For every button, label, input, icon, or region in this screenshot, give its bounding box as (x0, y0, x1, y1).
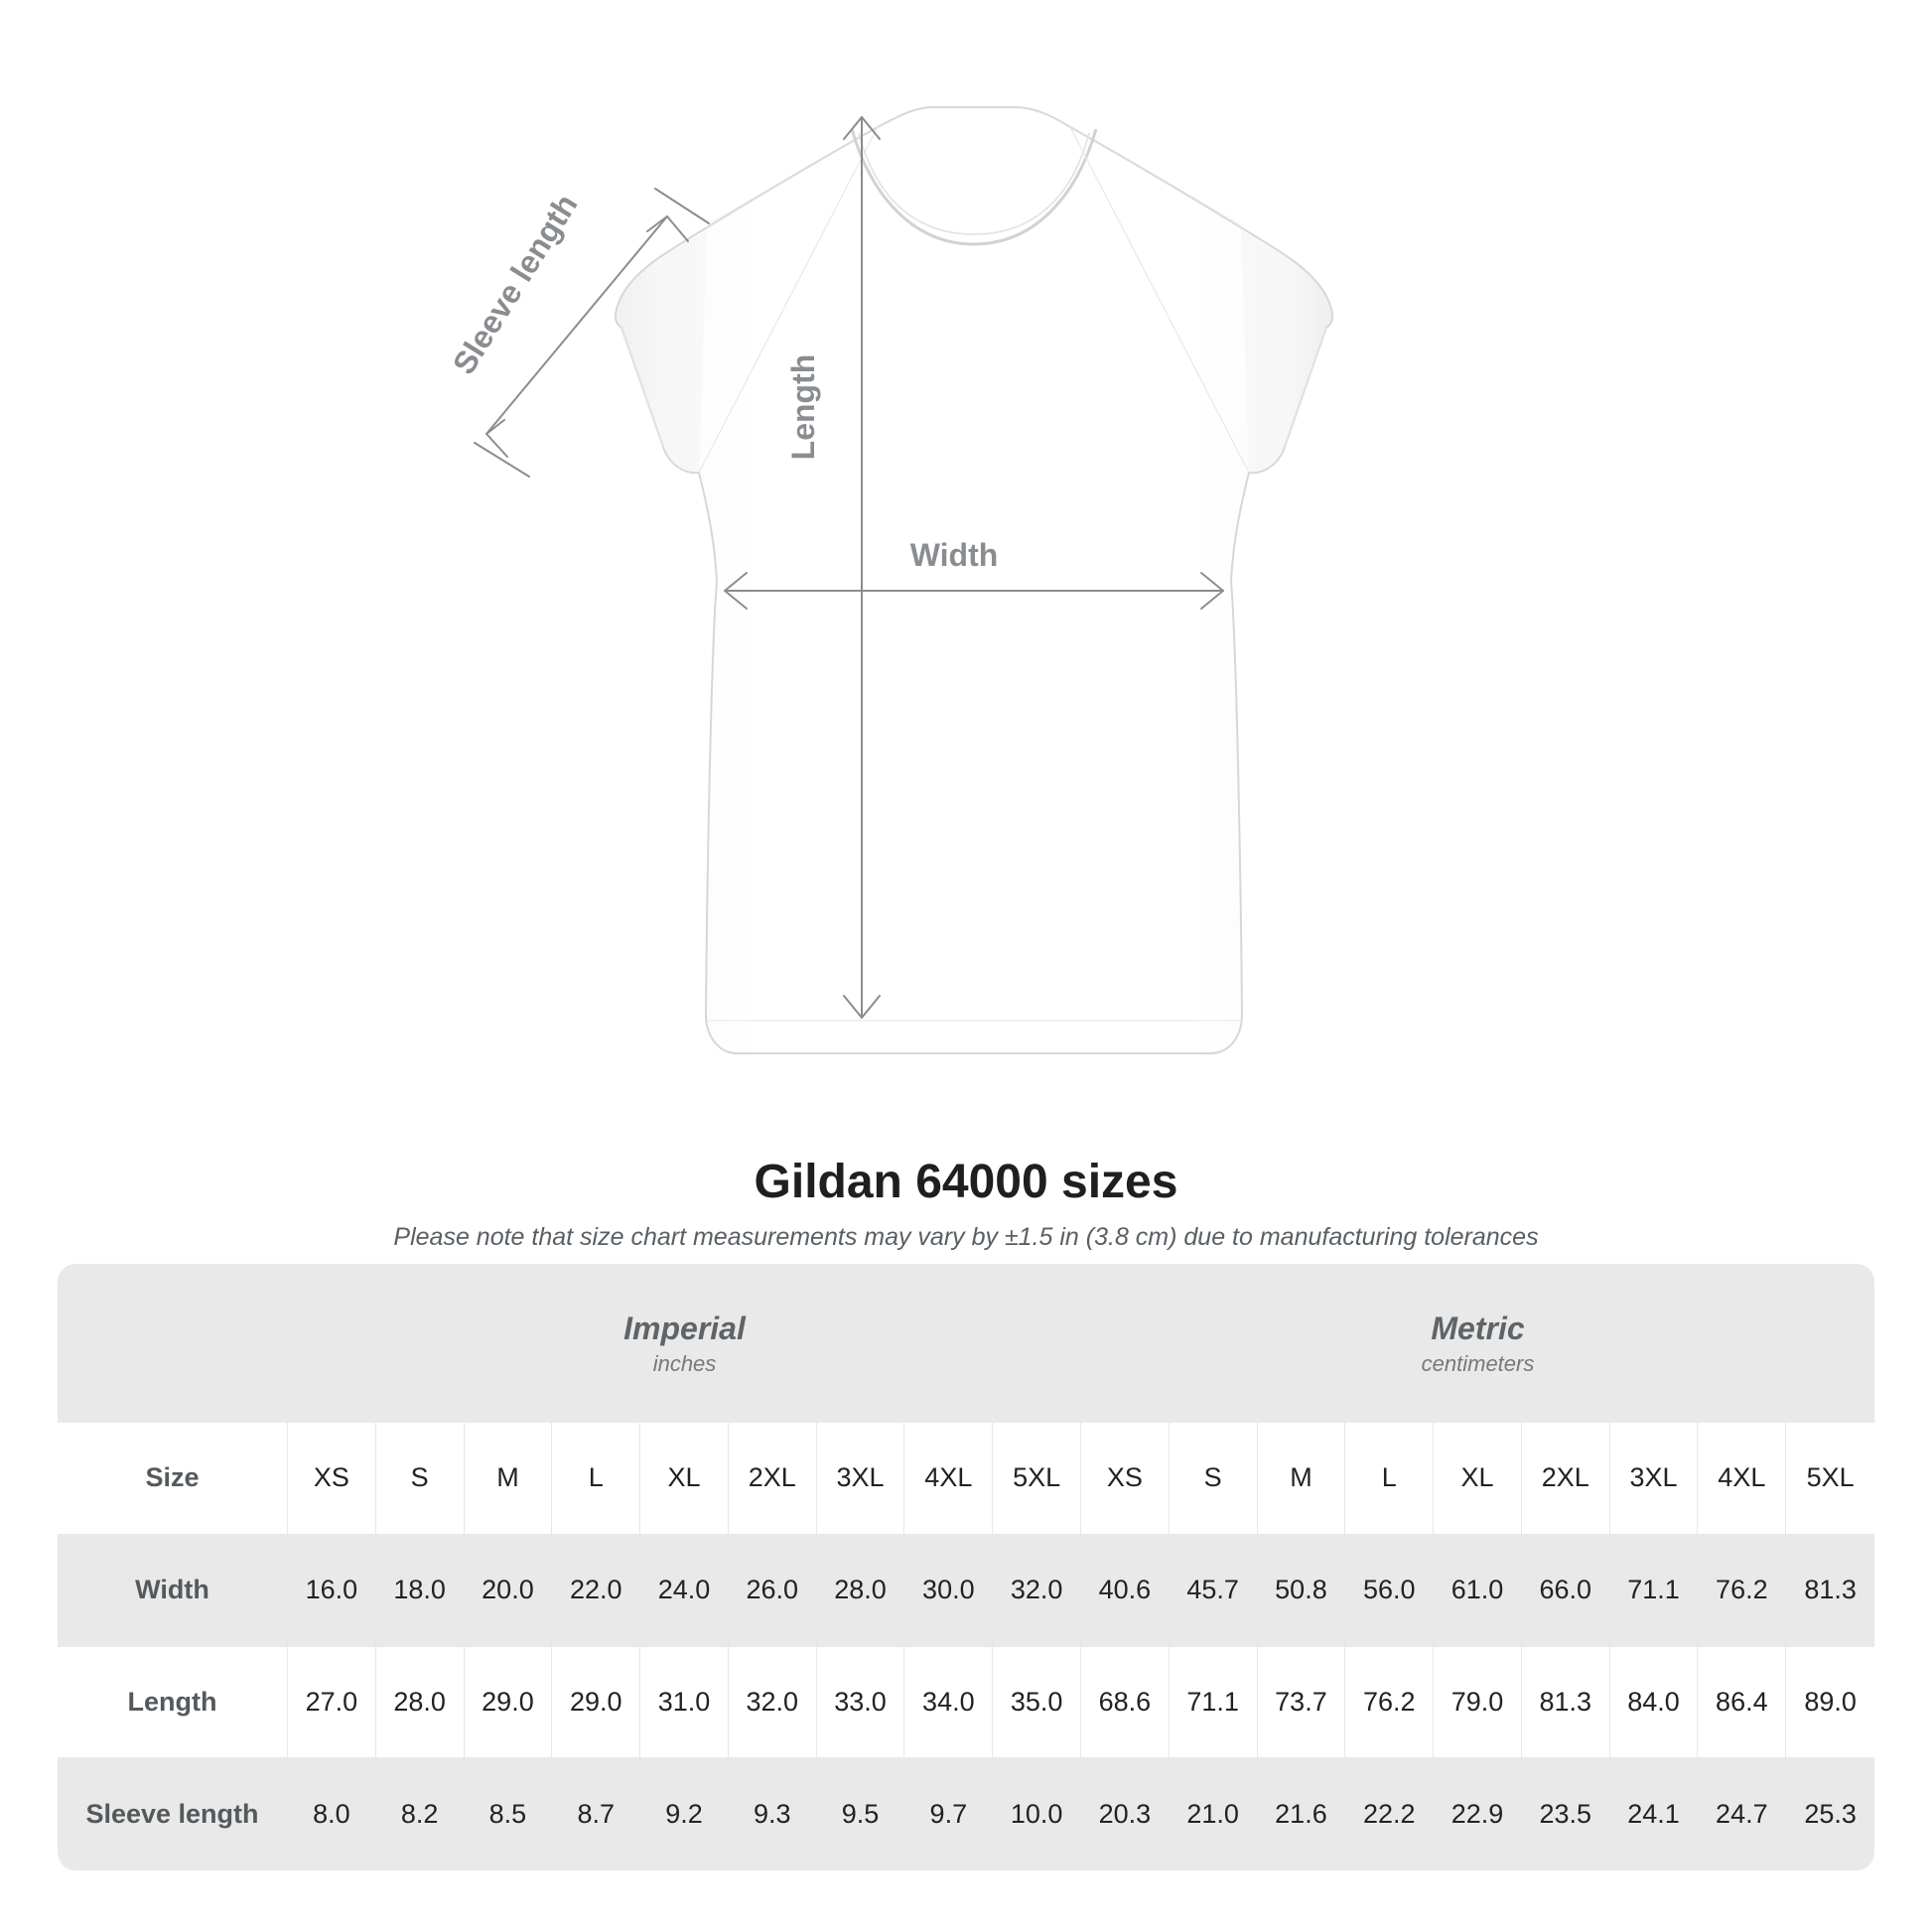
svg-text:Width: Width (910, 537, 999, 573)
svg-text:Sleeve length: Sleeve length (446, 188, 585, 380)
svg-text:Length: Length (785, 354, 821, 461)
